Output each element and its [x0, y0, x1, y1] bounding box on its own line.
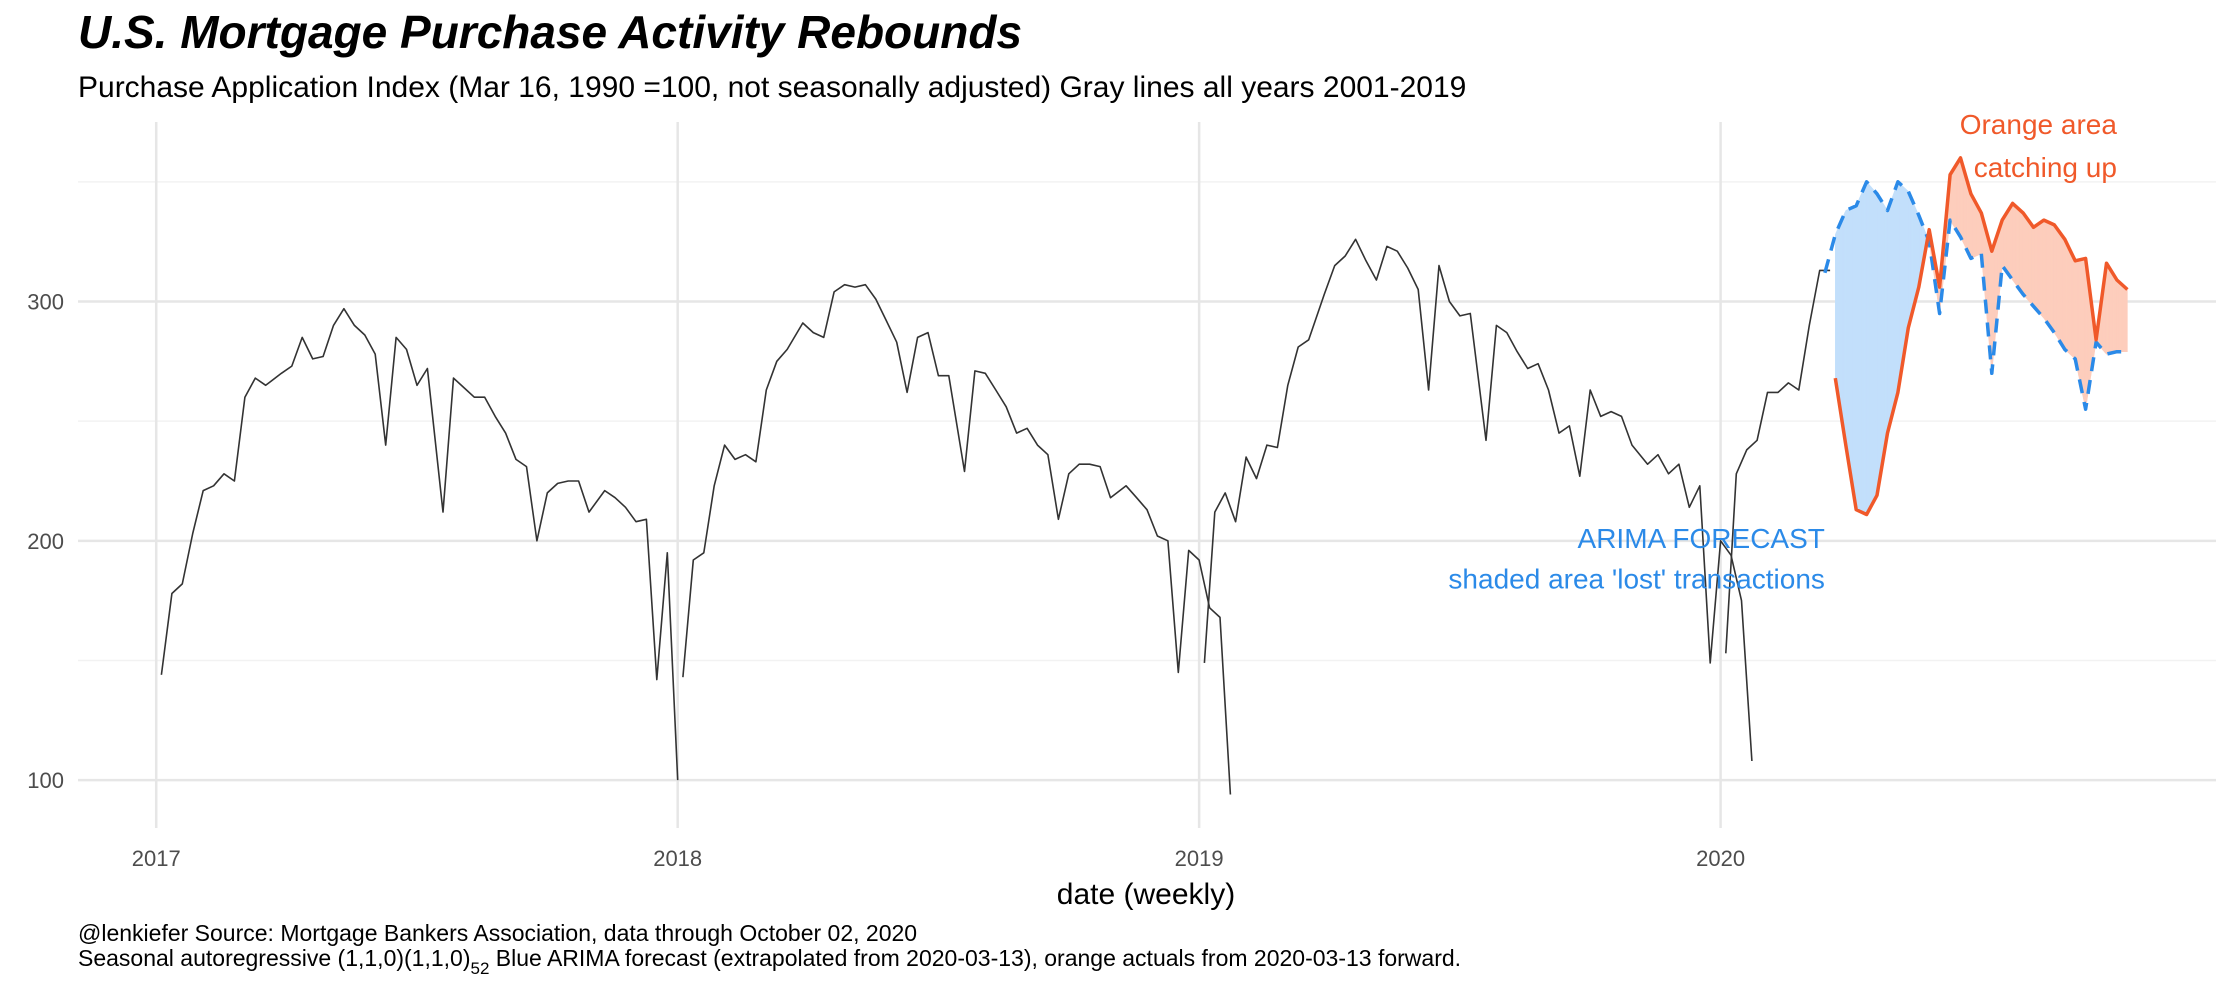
x-tick-label: 2017	[132, 846, 181, 871]
caption-line-2: Seasonal autoregressive (1,1,0)(1,1,0)52…	[78, 945, 1461, 978]
annotation-label: shaded area 'lost' transactions	[1448, 564, 1824, 595]
y-tick-label: 300	[27, 289, 64, 314]
y-tick-label: 100	[27, 768, 64, 793]
series-line-year-4	[1725, 269, 1831, 654]
shaded-band	[2126, 288, 2128, 353]
annotation-label: catching up	[1974, 152, 2117, 183]
chart-subtitle: Purchase Application Index (Mar 16, 1990…	[78, 71, 1466, 104]
series-lines	[160, 156, 2129, 795]
y-tick-label: 200	[27, 529, 64, 554]
caption-subscript: 52	[471, 959, 490, 978]
gridlines	[78, 122, 2216, 828]
annotations: ARIMA FORECAST shaded area 'lost' transac…	[1448, 109, 2117, 595]
series-line-year-3	[1203, 238, 1753, 762]
caption-model: Seasonal autoregressive (1,1,0)(1,1,0)	[78, 945, 471, 971]
axis-ticks: 100 200 300 2017 2018 2019 2020	[27, 289, 1745, 871]
x-axis-title: date (weekly)	[1057, 878, 1235, 911]
annotation-label: Orange area	[1960, 109, 2118, 140]
series-line-year-1	[160, 307, 679, 781]
series-line-year-2	[682, 283, 1232, 795]
annotation-label: ARIMA FORECAST	[1578, 523, 1825, 554]
series-line-actual	[1833, 156, 2129, 517]
chart-title: U.S. Mortgage Purchase Activity Rebounds	[78, 6, 1022, 58]
x-tick-label: 2019	[1175, 846, 1224, 871]
caption-detail: Blue ARIMA forecast (extrapolated from 2…	[489, 945, 1461, 971]
series-line-forecast	[1823, 180, 2128, 411]
caption-line-1: @lenkiefer Source: Mortgage Bankers Asso…	[78, 920, 917, 946]
x-tick-label: 2018	[653, 846, 702, 871]
x-tick-label: 2020	[1696, 846, 1745, 871]
